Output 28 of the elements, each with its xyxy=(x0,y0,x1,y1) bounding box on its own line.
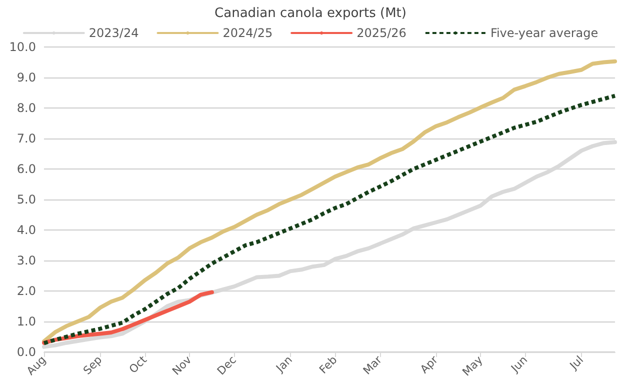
y-tick-label: 4.0 xyxy=(16,223,36,237)
x-tick-label: Dec xyxy=(214,353,239,378)
x-tick-label: Sep xyxy=(80,353,105,378)
x-tick-label: Jan xyxy=(273,353,295,376)
x-tick-label: Oct xyxy=(126,352,150,376)
legend-label: 2024/25 xyxy=(222,26,273,40)
y-tick-label: 2.0 xyxy=(16,284,36,298)
legend-label: 2025/26 xyxy=(356,26,406,40)
y-tick-label: 10.0 xyxy=(9,40,36,54)
chart-title: Canadian canola exports (Mt) xyxy=(214,6,406,21)
legend-label: Five-year average xyxy=(490,26,598,40)
y-tick-label: 3.0 xyxy=(16,254,36,268)
y-tick-label: 6.0 xyxy=(16,162,36,176)
y-tick-label: 5.0 xyxy=(16,192,36,206)
y-tick-label: 1.0 xyxy=(16,314,36,328)
line-series xyxy=(42,290,214,345)
x-tick-label: Jun xyxy=(508,353,530,376)
line-series xyxy=(42,140,617,349)
y-tick-label: 9.0 xyxy=(16,70,36,84)
y-tick-label: 8.0 xyxy=(16,101,36,115)
x-tick-label: Jul xyxy=(566,353,586,373)
legend-label: 2023/24 xyxy=(88,26,139,40)
x-tick-label: Apr xyxy=(418,353,441,376)
x-tick-label: Mar xyxy=(360,353,385,378)
y-tick-label: 0.0 xyxy=(16,345,36,359)
y-tick-label: 7.0 xyxy=(16,132,36,146)
x-tick-label: Feb xyxy=(316,353,340,376)
x-tick-label: Nov xyxy=(170,353,194,378)
